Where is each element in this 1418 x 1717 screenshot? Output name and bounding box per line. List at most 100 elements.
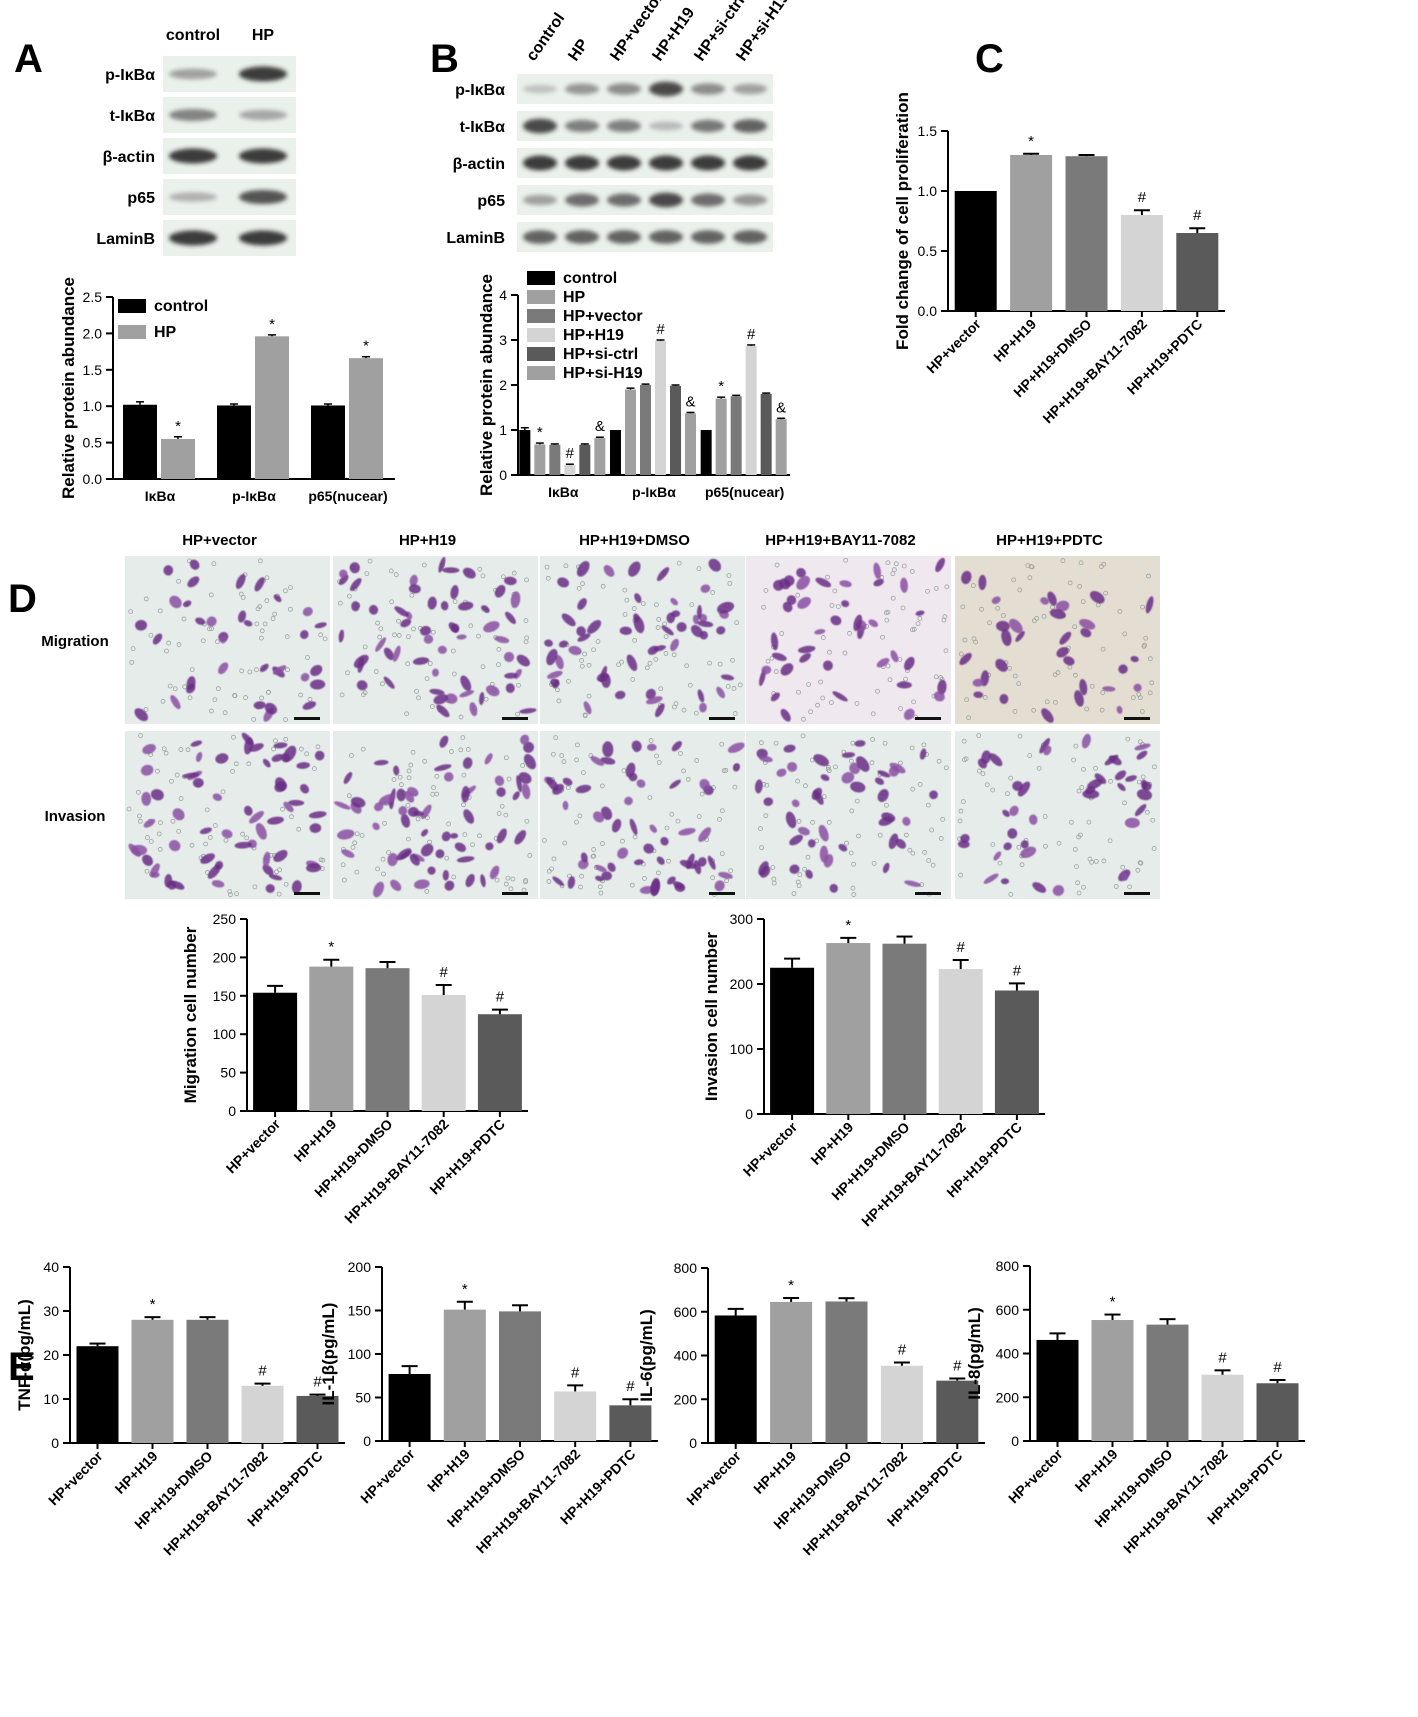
protein-band: [733, 230, 767, 244]
membrane-pore: [1137, 695, 1143, 701]
microscopy-row-label: Migration: [41, 633, 109, 650]
bar: [1176, 233, 1219, 311]
stained-cell: [349, 578, 362, 591]
membrane-pore: [851, 892, 857, 897]
membrane-pore: [802, 866, 808, 872]
membrane-pore: [178, 747, 184, 752]
membrane-pore: [339, 692, 345, 698]
bar: [421, 995, 466, 1111]
stained-cell: [776, 768, 787, 777]
membrane-pore: [1135, 867, 1141, 873]
membrane-pore: [1140, 774, 1146, 780]
stained-cell: [716, 686, 726, 699]
stained-cell: [552, 679, 560, 689]
stained-cell: [169, 595, 182, 609]
membrane-pore: [354, 869, 360, 875]
stained-cell: [995, 658, 1008, 672]
membrane-pore: [808, 709, 814, 715]
membrane-pore: [940, 816, 946, 822]
y-tick-label: 0.0: [918, 303, 938, 319]
y-tick-label: 200: [996, 1389, 1020, 1405]
membrane-pore: [429, 704, 435, 709]
band-label: t-IκBα: [460, 119, 506, 136]
membrane-pore: [320, 857, 326, 863]
membrane-pore: [730, 657, 735, 663]
bar: [255, 336, 289, 479]
membrane-pore: [758, 740, 764, 746]
membrane-pore: [209, 626, 214, 631]
bar: [954, 191, 997, 311]
stained-cell: [841, 772, 855, 784]
membrane-pore: [763, 813, 769, 819]
membrane-pore: [503, 881, 509, 887]
membrane-pore: [815, 702, 820, 708]
stained-cell: [991, 596, 1001, 605]
membrane-pore: [364, 571, 370, 577]
membrane-pore: [890, 595, 896, 601]
membrane-pore: [826, 768, 832, 774]
membrane-pore: [958, 808, 964, 814]
x-category-label: HP+H19: [290, 1116, 339, 1165]
membrane-pore: [632, 637, 638, 643]
stained-cell: [432, 668, 439, 677]
stained-cell: [783, 744, 796, 753]
membrane-pore: [882, 740, 888, 746]
significance-mark: #: [496, 989, 505, 1006]
stained-cell: [192, 777, 204, 788]
stained-cell: [957, 840, 970, 849]
stained-cell: [678, 827, 696, 836]
membrane-pore: [523, 618, 529, 623]
bar: [880, 1365, 923, 1443]
stained-cell: [274, 781, 287, 793]
scale-bar: [502, 892, 528, 895]
membrane-pore: [851, 861, 856, 867]
membrane-pore: [1012, 709, 1018, 714]
stained-cell: [1009, 618, 1023, 634]
membrane-pore: [891, 567, 897, 573]
membrane-pore: [359, 832, 365, 838]
stained-cell: [400, 813, 411, 828]
stained-cell: [716, 626, 726, 635]
membrane-pore: [233, 761, 239, 767]
stained-cell: [822, 660, 833, 671]
stained-cell: [602, 741, 614, 758]
membrane-pore: [544, 564, 550, 570]
stained-cell: [489, 865, 500, 880]
stained-cell: [241, 732, 255, 747]
membrane-pore: [591, 647, 596, 653]
membrane-pore: [172, 686, 178, 692]
membrane-pore: [446, 821, 452, 827]
stained-cell: [1003, 842, 1012, 851]
legend-label: HP+vector: [563, 308, 643, 325]
protein-band: [733, 155, 767, 171]
protein-band: [607, 83, 641, 95]
membrane-pore: [1079, 785, 1085, 790]
stained-cell: [1056, 646, 1069, 658]
legend-label: HP+si-ctrl: [563, 346, 638, 363]
stained-cell: [808, 839, 816, 848]
stained-cell: [882, 862, 890, 874]
stained-cell: [1136, 750, 1148, 760]
membrane-pore: [1122, 800, 1127, 806]
membrane-pore: [696, 566, 702, 572]
membrane-pore: [574, 819, 579, 825]
membrane-pore: [362, 690, 368, 696]
stained-cell: [150, 789, 164, 801]
protein-band: [239, 230, 287, 246]
stained-cell: [423, 634, 434, 644]
membrane-pore: [1099, 707, 1105, 713]
y-tick-label: 3: [499, 332, 507, 348]
stained-cell: [1009, 805, 1019, 817]
x-category-label: HP+vector: [1005, 1445, 1066, 1506]
membrane-pore: [933, 585, 939, 591]
membrane-pore: [304, 751, 310, 757]
membrane-pore: [1122, 631, 1128, 637]
membrane-pore: [270, 616, 276, 621]
legend-swatch: [527, 328, 555, 342]
membrane-pore: [389, 599, 395, 605]
stained-cell: [338, 574, 349, 586]
membrane-pore: [380, 681, 385, 687]
stained-cell: [903, 656, 915, 671]
stained-cell: [152, 633, 163, 645]
membrane-pore: [1076, 834, 1081, 840]
